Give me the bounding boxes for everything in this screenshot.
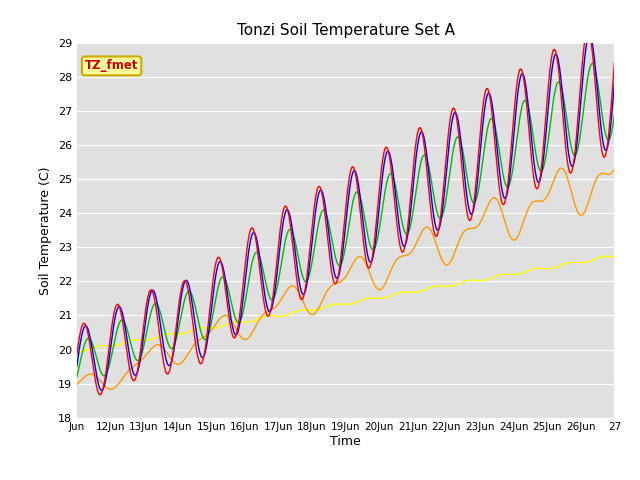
- Y-axis label: Soil Temperature (C): Soil Temperature (C): [39, 166, 52, 295]
- Legend: 2cm, 4cm, 8cm, 16cm, 32cm: 2cm, 4cm, 8cm, 16cm, 32cm: [157, 476, 534, 480]
- X-axis label: Time: Time: [330, 435, 361, 448]
- Text: TZ_fmet: TZ_fmet: [85, 60, 138, 72]
- Title: Tonzi Soil Temperature Set A: Tonzi Soil Temperature Set A: [237, 23, 454, 38]
